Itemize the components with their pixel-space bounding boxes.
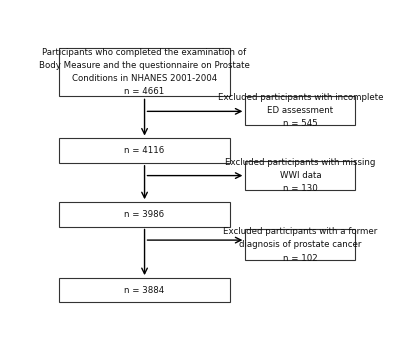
Text: n = 3884: n = 3884 xyxy=(124,286,165,295)
FancyBboxPatch shape xyxy=(59,48,230,96)
FancyBboxPatch shape xyxy=(245,96,355,125)
Text: Excluded participants with incomplete
ED assessment
n = 545: Excluded participants with incomplete ED… xyxy=(218,93,383,128)
Text: n = 4116: n = 4116 xyxy=(124,146,165,155)
Text: Excluded participants with a former
diagnosis of prostate cancer
n = 102: Excluded participants with a former diag… xyxy=(223,227,378,263)
FancyBboxPatch shape xyxy=(59,278,230,302)
Text: Excluded participants with missing
WWI data
n = 130: Excluded participants with missing WWI d… xyxy=(225,158,376,194)
FancyBboxPatch shape xyxy=(59,202,230,227)
FancyBboxPatch shape xyxy=(245,229,355,260)
FancyBboxPatch shape xyxy=(245,162,355,190)
FancyBboxPatch shape xyxy=(59,138,230,163)
Text: Participants who completed the examination of
Body Measure and the questionnaire: Participants who completed the examinati… xyxy=(39,48,250,96)
Text: n = 3986: n = 3986 xyxy=(124,210,165,219)
